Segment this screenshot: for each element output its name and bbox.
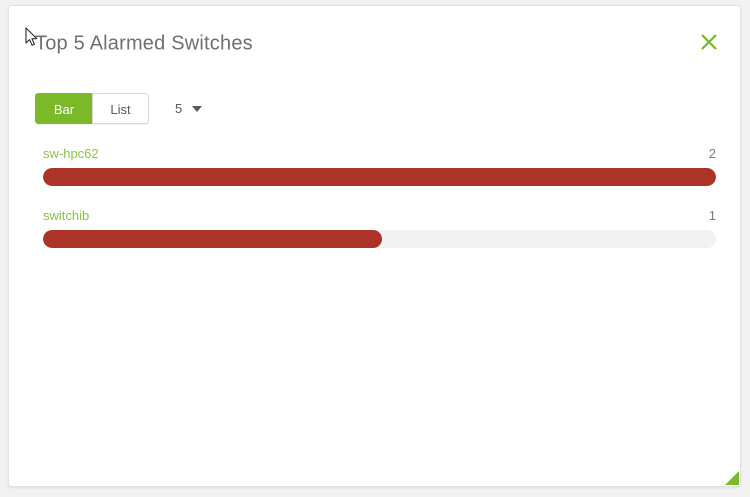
bar-row: sw-hpc62 2 xyxy=(43,146,716,186)
bar-track xyxy=(43,168,716,186)
row-count-select[interactable]: 5 xyxy=(171,93,206,124)
widget-toolbar: Bar List 5 xyxy=(35,93,206,124)
bar-value-count: 2 xyxy=(708,146,716,161)
view-mode-bar-button[interactable]: Bar xyxy=(35,93,92,124)
bar-value-count: 1 xyxy=(708,208,716,223)
close-icon[interactable] xyxy=(696,29,722,55)
bar-fill[interactable] xyxy=(43,168,716,186)
bar-row-header: sw-hpc62 2 xyxy=(43,146,716,161)
bar-track xyxy=(43,230,716,248)
widget-header: Top 5 Alarmed Switches xyxy=(9,6,740,68)
bar-label-switch-name[interactable]: switchib xyxy=(43,208,90,223)
alarmed-switches-widget: Top 5 Alarmed Switches Bar List 5 sw-hpc… xyxy=(8,5,741,487)
bar-row: switchib 1 xyxy=(43,208,716,248)
bar-fill[interactable] xyxy=(43,230,382,248)
row-count-value: 5 xyxy=(175,101,183,116)
bar-label-switch-name[interactable]: sw-hpc62 xyxy=(43,146,99,161)
resize-grip-icon[interactable] xyxy=(725,471,739,485)
view-mode-list-button[interactable]: List xyxy=(92,93,149,124)
bar-row-header: switchib 1 xyxy=(43,208,716,223)
chevron-down-icon xyxy=(192,105,203,112)
page-title: Top 5 Alarmed Switches xyxy=(35,32,253,55)
bar-chart: sw-hpc62 2 switchib 1 xyxy=(9,146,740,486)
view-mode-toggle-group: Bar List xyxy=(35,93,149,124)
